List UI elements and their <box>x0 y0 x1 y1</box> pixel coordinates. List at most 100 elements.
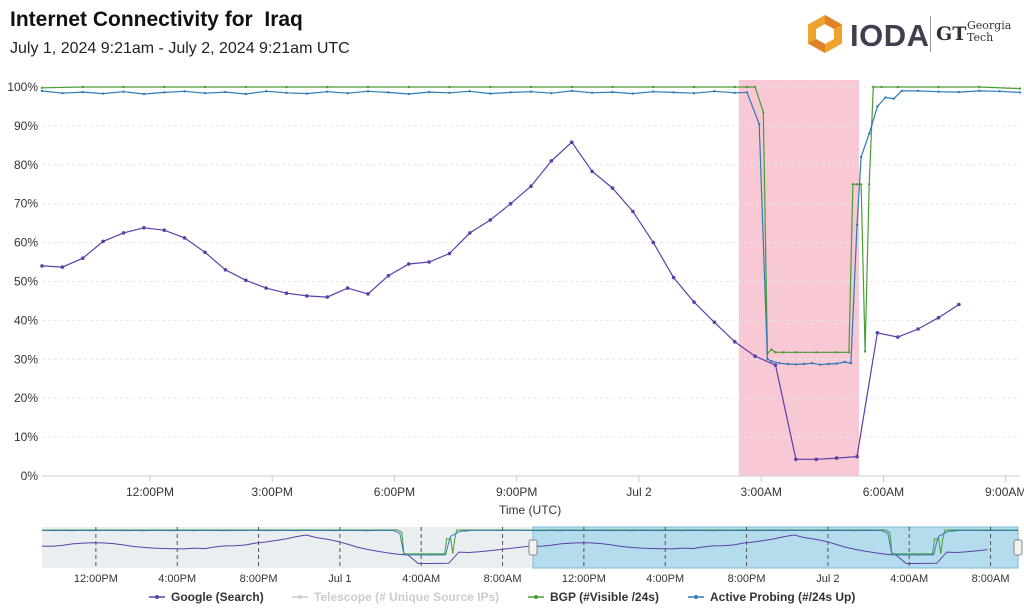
data-point <box>305 294 309 298</box>
data-point <box>326 85 329 89</box>
legend-bgp[interactable]: BGP (#Visible /24s) <box>528 590 659 604</box>
y-tick-label: 80% <box>14 158 38 172</box>
data-point <box>305 92 309 95</box>
data-point <box>774 351 777 354</box>
navigator-left-handle[interactable] <box>528 539 538 556</box>
data-point <box>880 85 883 89</box>
data-point <box>770 360 773 363</box>
data-point <box>427 90 431 94</box>
ioda-hexagon-icon <box>808 15 842 53</box>
data-point <box>386 273 391 278</box>
legend-active-probing-line-icon <box>688 595 704 599</box>
data-point <box>611 85 614 89</box>
data-point <box>692 300 696 304</box>
y-tick-label: 20% <box>14 391 38 405</box>
data-point <box>916 89 920 93</box>
navigator-tick-label: Jul 1 <box>328 573 351 585</box>
data-point <box>489 85 492 89</box>
georgia-tech-text: Georgia Tech <box>967 20 1017 44</box>
series-0 <box>40 140 961 462</box>
data-point <box>782 351 785 354</box>
x-tick-label: 6:00PM <box>374 485 415 499</box>
y-tick-label: 50% <box>14 275 38 289</box>
navigator-selection <box>532 526 1019 569</box>
data-point <box>264 286 268 290</box>
ioda-logo[interactable]: IODA GT Georgia Tech <box>806 12 1021 56</box>
navigator-tick-label: 4:00PM <box>646 573 684 585</box>
data-point <box>60 265 65 269</box>
data-point <box>285 85 288 89</box>
navigator-tick-label: 4:00PM <box>158 573 196 585</box>
y-tick-label: 90% <box>14 119 38 133</box>
navigator-right-handle[interactable] <box>1013 539 1023 556</box>
data-point <box>651 240 656 245</box>
data-point <box>745 91 749 94</box>
data-point <box>794 363 798 366</box>
data-point <box>671 275 676 280</box>
x-tick-label: 12:00PM <box>126 485 174 499</box>
x-tick-label: 3:00PM <box>252 485 293 499</box>
data-point <box>142 92 146 96</box>
georgia-tech-line2: Tech <box>967 31 994 44</box>
data-point <box>570 89 573 93</box>
data-point <box>244 278 248 283</box>
data-point <box>998 90 1001 93</box>
data-point <box>163 85 166 89</box>
data-point <box>843 360 846 364</box>
data-point <box>448 91 451 95</box>
data-point <box>868 132 871 135</box>
data-point <box>182 236 187 240</box>
data-point <box>1018 87 1022 90</box>
data-point <box>590 91 594 95</box>
data-point <box>896 85 899 89</box>
data-point <box>162 228 167 232</box>
data-point <box>868 183 871 186</box>
data-point <box>851 183 855 186</box>
data-point <box>1018 91 1022 94</box>
data-point <box>859 155 863 159</box>
data-point <box>61 92 64 95</box>
y-tick-label: 10% <box>14 430 38 444</box>
data-point <box>733 91 736 95</box>
data-point <box>448 85 451 89</box>
data-point <box>345 286 350 290</box>
data-point <box>978 89 981 93</box>
data-point <box>855 223 859 227</box>
legend-google-label: Google (Search) <box>171 590 264 604</box>
data-point <box>508 201 513 206</box>
data-point <box>81 90 85 94</box>
data-point <box>447 251 452 256</box>
legend-telescope-line-icon <box>292 595 308 599</box>
data-point <box>121 231 126 235</box>
data-point <box>937 85 940 89</box>
chart-subtitle: July 1, 2024 9:21am - July 2, 2024 9:21a… <box>10 40 350 57</box>
x-axis-title: Time (UTC) <box>499 503 562 517</box>
data-point <box>733 85 736 89</box>
data-point <box>387 91 390 94</box>
navigator-tick-label: 8:00PM <box>728 573 766 585</box>
data-point <box>733 340 737 344</box>
logo-divider <box>930 16 931 52</box>
data-point <box>875 331 880 335</box>
ioda-logo-text: IODA <box>850 18 930 53</box>
legend-google-search[interactable]: Google (Search) <box>149 590 264 604</box>
data-point <box>346 92 349 95</box>
legend-google-line-icon <box>149 595 165 599</box>
data-point <box>366 90 370 93</box>
legend-telescope-label: Telescope (# Unique Source IPs) <box>314 590 500 604</box>
y-tick-label: 30% <box>14 352 38 366</box>
data-point <box>872 85 875 89</box>
data-point <box>40 89 44 93</box>
legend-telescope[interactable]: Telescope (# Unique Source IPs) <box>292 590 499 604</box>
series-line <box>41 90 1021 366</box>
data-point <box>802 362 806 366</box>
data-point <box>766 357 769 361</box>
legend-active-probing[interactable]: Active Probing (#/24s Up) <box>688 590 855 604</box>
series-2 <box>40 85 1022 355</box>
data-point <box>863 350 867 353</box>
data-point <box>489 92 492 95</box>
data-point <box>773 363 778 367</box>
data-point <box>101 92 105 95</box>
data-point <box>326 90 329 93</box>
